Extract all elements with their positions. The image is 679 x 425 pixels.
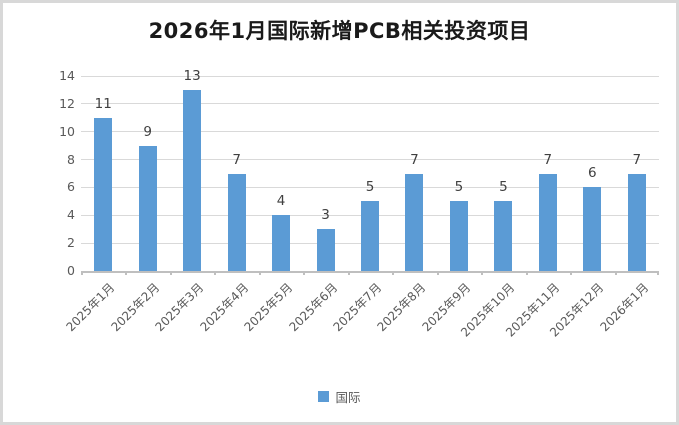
plot-area: 11 9 13 7 4 3 5 7 5 5 7 6 7 — [81, 68, 659, 275]
data-label: 13 — [183, 67, 201, 84]
axis-tick — [570, 271, 573, 275]
bar — [583, 187, 602, 271]
y-axis-label: 4 — [67, 207, 75, 223]
x-axis-line — [81, 271, 659, 273]
axis-tick — [657, 271, 659, 275]
bar — [94, 117, 113, 271]
data-label: 7 — [232, 151, 241, 168]
bar — [538, 173, 557, 271]
data-label: 5 — [499, 179, 508, 196]
y-axis-label: 14 — [59, 68, 75, 83]
gridline — [81, 75, 659, 77]
data-label: 6 — [588, 165, 597, 182]
axis-tick — [436, 271, 439, 275]
axis-tick — [214, 271, 217, 275]
data-label: 9 — [143, 123, 152, 140]
axis-tick — [614, 271, 617, 275]
bar — [138, 145, 157, 271]
data-label: 7 — [632, 151, 642, 168]
gridline — [81, 186, 659, 188]
axis-tick — [525, 271, 528, 275]
bar — [405, 173, 424, 271]
axis-tick — [303, 271, 306, 275]
axis-tick — [392, 271, 395, 275]
gridline — [81, 131, 659, 133]
gridline — [81, 159, 659, 161]
data-label: 4 — [276, 193, 286, 210]
axis-tick — [81, 271, 83, 275]
data-label: 5 — [454, 179, 464, 196]
axis-tick — [347, 271, 350, 275]
bar — [183, 89, 202, 271]
y-axis-label: 10 — [59, 123, 75, 139]
y-axis-label: 6 — [67, 179, 75, 195]
legend-series-label: 国际 — [335, 390, 361, 405]
bar — [627, 173, 646, 271]
bar — [227, 173, 246, 271]
bar — [361, 201, 379, 271]
axis-tick — [125, 271, 128, 275]
data-label: 7 — [543, 151, 553, 168]
legend: 国际 — [3, 387, 676, 406]
bar — [494, 201, 513, 271]
gridline — [81, 103, 659, 105]
bar — [272, 215, 291, 271]
bar — [449, 201, 468, 271]
y-axis-label: 2 — [67, 235, 75, 251]
data-label: 5 — [365, 179, 375, 196]
axis-tick — [481, 271, 484, 275]
legend-color-swatch — [318, 391, 330, 402]
y-axis-label: 0 — [67, 263, 75, 278]
y-axis-label: 8 — [67, 151, 75, 167]
bar — [316, 229, 335, 271]
chart-title: 2026年1月国际新增PCB相关投资项目 — [148, 19, 531, 43]
data-label: 7 — [410, 151, 419, 168]
axis-tick — [169, 271, 172, 275]
data-label: 3 — [321, 207, 330, 224]
axis-tick — [258, 271, 261, 275]
y-axis-label: 12 — [59, 95, 75, 111]
data-label: 11 — [94, 95, 112, 112]
